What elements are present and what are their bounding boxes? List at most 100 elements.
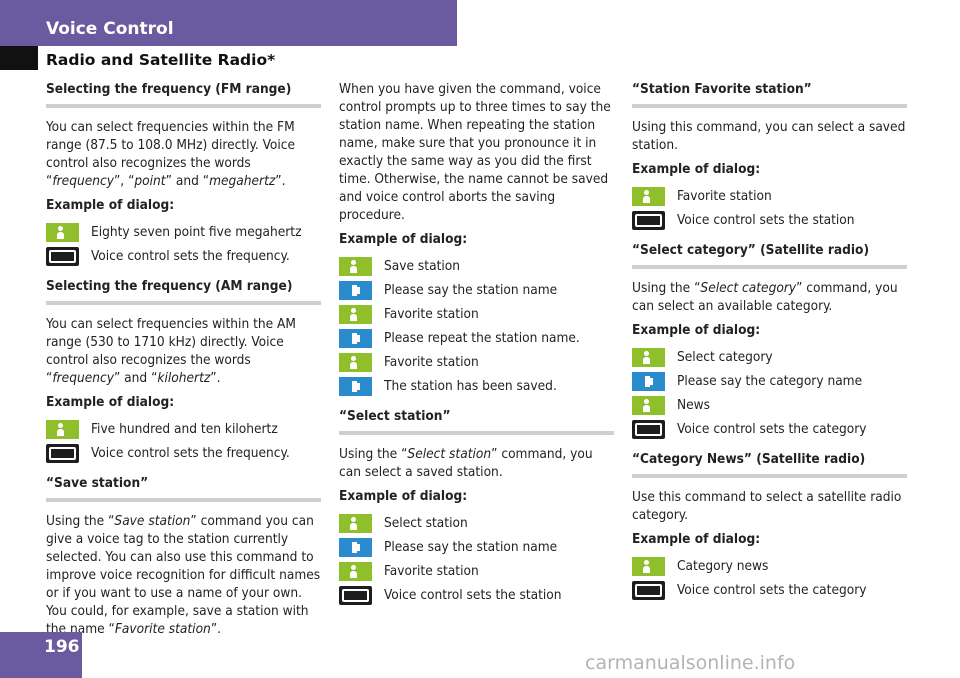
dialog-line: The station has been saved.	[339, 374, 614, 398]
text-run: ” command, you can select an available c…	[632, 280, 898, 314]
chapter-title: Voice Control	[46, 19, 174, 39]
command-phrase: Select category	[700, 280, 797, 296]
dialog-line: Voice control sets the frequency.	[46, 441, 321, 465]
dialog-line: Please repeat the station name.	[339, 326, 614, 350]
subsection-heading: Selecting the frequency (FM range)	[46, 80, 321, 108]
user-speech-icon	[339, 352, 372, 372]
subsection-heading: Selecting the frequency (AM range)	[46, 277, 321, 305]
user-speech-icon	[339, 256, 372, 276]
text-run: Using the “	[46, 513, 115, 529]
voice-prompt-icon	[339, 280, 372, 300]
dialog-line: Favorite station	[339, 559, 614, 583]
text-run: ”.	[210, 370, 221, 386]
dialog-line: Eighty seven point five megahertz	[46, 220, 321, 244]
body-paragraph: When you have given the command, voice c…	[339, 80, 614, 224]
text-run: ”.	[275, 173, 286, 189]
subsection-heading: “Select station”	[339, 407, 614, 435]
column-1: Selecting the frequency (FM range) You ca…	[46, 80, 321, 644]
body-paragraph: Using the “Save station” command you can…	[46, 512, 321, 638]
dialog-text: Voice control sets the category	[677, 421, 867, 437]
dialog-text: Please say the station name	[384, 539, 558, 555]
dialog-line: Select station	[339, 511, 614, 535]
dialog-text: Favorite station	[384, 354, 479, 370]
text-run: When you have given the command, voice c…	[339, 81, 611, 223]
watermark: carmanualsonline.info	[585, 652, 796, 674]
dialog-line: Voice control sets the station	[339, 583, 614, 607]
command-phrase: point	[134, 173, 166, 189]
dialog-text: Voice control sets the frequency.	[91, 445, 290, 461]
text-run: ” command, you can select a saved statio…	[339, 446, 593, 480]
text-run: ”, “	[113, 173, 135, 189]
dialog-example-label: Example of dialog:	[632, 531, 761, 547]
system-response-icon	[46, 246, 79, 266]
dialog-example-label: Example of dialog:	[46, 197, 175, 213]
dialog-line: Please say the station name	[339, 535, 614, 559]
command-phrase: Favorite station	[114, 621, 211, 637]
body-paragraph: Using the “Select category” command, you…	[632, 279, 907, 315]
user-speech-icon	[632, 186, 665, 206]
section-title: Radio and Satellite Radio*	[46, 51, 276, 69]
user-speech-icon	[632, 347, 665, 367]
dialog-text: The station has been saved.	[384, 378, 557, 394]
dialog-text: Select station	[384, 515, 468, 531]
body-paragraph: You can select frequencies within the FM…	[46, 118, 321, 190]
system-response-icon	[46, 443, 79, 463]
dialog-text: Please say the station name	[384, 282, 558, 298]
dialog-text: Favorite station	[384, 563, 479, 579]
dialog-text: Voice control sets the station	[384, 587, 562, 603]
body-paragraph: Use this command to select a satellite r…	[632, 488, 907, 524]
text-run: Using this command, you can select a sav…	[632, 119, 906, 153]
dialog-text: Favorite station	[677, 188, 772, 204]
dialog-line: Voice control sets the category	[632, 578, 907, 602]
dialog-text: Save station	[384, 258, 460, 274]
dialog-text: Select category	[677, 349, 773, 365]
dialog-line: Please say the station name	[339, 278, 614, 302]
text-run: You can select frequencies within the FM…	[46, 119, 296, 189]
dialog-example-label: Example of dialog:	[632, 161, 761, 177]
voice-prompt-icon	[339, 537, 372, 557]
header-bar	[0, 0, 457, 46]
dialog-line: News	[632, 393, 907, 417]
text-run: ” and “	[165, 173, 210, 189]
user-speech-icon	[632, 556, 665, 576]
dialog-line: Favorite station	[339, 302, 614, 326]
body-paragraph: Using this command, you can select a sav…	[632, 118, 907, 154]
user-speech-icon	[339, 561, 372, 581]
column-2: When you have given the command, voice c…	[339, 80, 614, 616]
command-phrase: frequency	[52, 370, 114, 386]
system-response-icon	[632, 419, 665, 439]
user-speech-icon	[46, 419, 79, 439]
user-speech-icon	[46, 222, 79, 242]
page-number: 196	[44, 637, 80, 657]
dialog-text: Eighty seven point five megahertz	[91, 224, 302, 240]
dialog-line: Five hundred and ten kilohertz	[46, 417, 321, 441]
body-paragraph: You can select frequencies within the AM…	[46, 315, 321, 387]
voice-prompt-icon	[632, 371, 665, 391]
page-number-box	[0, 632, 82, 678]
command-phrase: frequency	[52, 173, 114, 189]
dialog-line: Favorite station	[632, 184, 907, 208]
dialog-text: Voice control sets the station	[677, 212, 855, 228]
voice-prompt-icon	[339, 328, 372, 348]
dialog-line: Category news	[632, 554, 907, 578]
dialog-example-label: Example of dialog:	[632, 322, 761, 338]
column-3: “Station Favorite station” Using this com…	[632, 80, 907, 611]
dialog-text: Voice control sets the frequency.	[91, 248, 290, 264]
system-response-icon	[632, 580, 665, 600]
dialog-line: Favorite station	[339, 350, 614, 374]
text-run: You can select frequencies within the AM…	[46, 316, 296, 386]
subsection-heading: “Station Favorite station”	[632, 80, 907, 108]
subsection-heading: “Save station”	[46, 474, 321, 502]
dialog-text: Favorite station	[384, 306, 479, 322]
body-paragraph: Using the “Select station” command, you …	[339, 445, 614, 481]
command-phrase: kilohertz	[157, 370, 211, 386]
section-marker	[0, 46, 38, 70]
user-speech-icon	[632, 395, 665, 415]
text-run: ”.	[210, 621, 222, 637]
dialog-line: Voice control sets the station	[632, 208, 907, 232]
command-phrase: Select station	[407, 446, 492, 462]
dialog-text: Five hundred and ten kilohertz	[91, 421, 278, 437]
text-run: Using the “	[339, 446, 408, 462]
dialog-line: Voice control sets the frequency.	[46, 244, 321, 268]
dialog-text: Voice control sets the category	[677, 582, 867, 598]
